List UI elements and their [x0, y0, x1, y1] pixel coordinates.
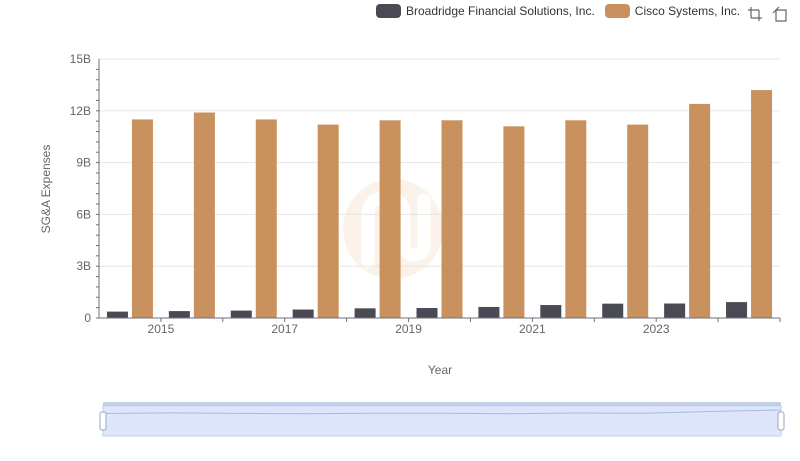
x-tick-label: 2021 — [519, 322, 546, 336]
x-tick-label: 2023 — [643, 322, 670, 336]
zoom-handle-right[interactable] — [777, 411, 785, 431]
zoom-selected-range[interactable] — [102, 405, 782, 437]
y-axis-title: SG&A Expenses — [39, 145, 53, 234]
x-tick-label: 2019 — [395, 322, 422, 336]
legend-swatch-broadridge — [376, 4, 401, 18]
bar-broadridge[interactable] — [664, 303, 686, 318]
bar-broadridge[interactable] — [168, 311, 190, 318]
chart-toolbox — [747, 6, 797, 22]
y-tick-label: 15B — [70, 52, 91, 66]
bar-cisco[interactable] — [689, 103, 711, 318]
zoom-move-handle[interactable] — [103, 402, 781, 406]
y-tick-label: 9B — [76, 156, 91, 170]
chart-legend: Broadridge Financial Solutions, Inc. Cis… — [376, 4, 750, 18]
bar-broadridge[interactable] — [354, 308, 376, 318]
bar-broadridge[interactable] — [230, 310, 252, 318]
bar-cisco[interactable] — [441, 120, 463, 319]
zoom-reset-icon[interactable] — [772, 6, 788, 22]
legend-label-broadridge: Broadridge Financial Solutions, Inc. — [406, 4, 595, 18]
bar-broadridge[interactable] — [416, 307, 438, 318]
legend-label-cisco: Cisco Systems, Inc. — [634, 4, 741, 18]
bar-broadridge[interactable] — [540, 305, 562, 318]
bar-broadridge[interactable] — [478, 306, 500, 318]
bar-cisco[interactable] — [751, 90, 773, 318]
legend-item-cisco[interactable]: Cisco Systems, Inc. — [604, 4, 741, 18]
data-zoom-slider[interactable] — [99, 402, 785, 437]
legend-swatch-cisco — [604, 4, 630, 18]
bar-broadridge[interactable] — [292, 309, 314, 318]
x-tick-label: 2017 — [271, 322, 298, 336]
x-axis-title: Year — [428, 363, 452, 377]
bar-cisco[interactable] — [379, 120, 401, 319]
y-tick-label: 6B — [76, 207, 91, 221]
bar-broadridge[interactable] — [602, 303, 624, 318]
legend-item-broadridge[interactable]: Broadridge Financial Solutions, Inc. — [376, 4, 595, 18]
bar-cisco[interactable] — [627, 124, 649, 318]
zoom-preview-line — [102, 409, 782, 415]
bar-cisco[interactable] — [193, 112, 215, 318]
y-tick-label: 0 — [84, 311, 91, 325]
bar-cisco[interactable] — [131, 119, 153, 318]
bar-cisco[interactable] — [317, 124, 339, 318]
bar-broadridge[interactable] — [106, 311, 128, 318]
zoom-icon[interactable] — [747, 6, 763, 22]
zoom-handle-left[interactable] — [99, 411, 107, 431]
bar-cisco[interactable] — [565, 120, 587, 319]
bar-broadridge[interactable] — [726, 302, 748, 318]
x-tick-label: 2015 — [148, 322, 175, 336]
bar-cisco[interactable] — [255, 119, 277, 318]
y-tick-label: 3B — [76, 259, 91, 273]
y-tick-label: 12B — [70, 104, 91, 118]
bar-cisco[interactable] — [503, 126, 525, 318]
